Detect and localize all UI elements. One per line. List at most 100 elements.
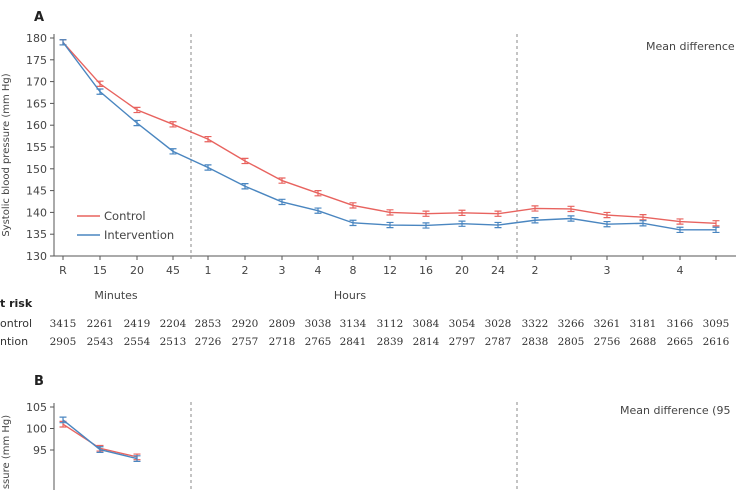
panel-a-x-tick-label: 3 xyxy=(279,264,286,277)
data-point-intervention xyxy=(169,148,177,155)
at-risk-heading: t risk xyxy=(0,297,33,310)
panel-a-x-tick-label: 20 xyxy=(455,264,469,277)
data-point-intervention xyxy=(386,221,394,229)
panel-b-data-point xyxy=(59,416,67,424)
data-point-intervention xyxy=(712,226,720,234)
data-point-intervention xyxy=(422,222,430,229)
panel-a-x-tick-label: 8 xyxy=(350,264,357,277)
panel-b-y-tick-label: 95 xyxy=(33,444,47,457)
data-point-intervention xyxy=(349,219,357,227)
data-point-control xyxy=(314,190,322,197)
at-risk-value: 2261 xyxy=(87,318,114,330)
panel-a-x-tick-label: R xyxy=(59,264,67,277)
panel-a-x-tick-label: 2 xyxy=(242,264,249,277)
at-risk-row-label: ntion xyxy=(0,335,28,348)
data-point-intervention xyxy=(278,198,286,206)
panel-a-x-tick-label: 1 xyxy=(205,264,212,277)
data-point-control xyxy=(531,205,539,212)
panel-b-y-axis-label: ssure (mm Hg) xyxy=(1,415,12,489)
panel-a-x-tick-label: 4 xyxy=(677,264,684,277)
panel-a-x-tick-label: 12 xyxy=(383,264,397,277)
at-risk-value: 2920 xyxy=(232,318,259,330)
at-risk-value: 2805 xyxy=(558,336,585,348)
data-point-control xyxy=(712,220,720,227)
at-risk-value: 2419 xyxy=(124,318,151,330)
at-risk-value: 3166 xyxy=(667,318,694,330)
data-point-intervention xyxy=(531,217,539,224)
at-risk-value: 3415 xyxy=(50,318,77,330)
panel-a-y-tick-label: 165 xyxy=(26,97,47,110)
panel-b-y-tick-label: 100 xyxy=(26,423,47,436)
at-risk-value: 2543 xyxy=(87,336,114,348)
data-point-intervention xyxy=(639,220,647,227)
panel-b-data-point xyxy=(133,455,141,462)
panel-b-y-tick-label: 105 xyxy=(26,401,47,414)
at-risk-value: 2554 xyxy=(124,336,151,348)
at-risk-value: 3095 xyxy=(703,318,730,330)
panel-a-x-tick-label: 3 xyxy=(604,264,611,277)
data-point-control xyxy=(639,213,647,221)
data-point-control xyxy=(169,121,177,128)
series-line-intervention xyxy=(62,41,716,231)
panel-a-x-tick-label: 45 xyxy=(166,264,180,277)
at-risk-value: 2765 xyxy=(305,336,332,348)
panel-a-y-tick-label: 170 xyxy=(26,76,47,89)
data-point-control xyxy=(133,106,141,114)
panel-a-x-tick-label: 4 xyxy=(315,264,322,277)
data-point-intervention xyxy=(314,207,322,214)
panel-a-annotation: Mean difference xyxy=(646,40,735,53)
data-point-control xyxy=(494,210,502,217)
at-risk-value: 2513 xyxy=(160,336,187,348)
data-point-intervention xyxy=(676,226,684,234)
panel-a-y-tick-label: 145 xyxy=(26,185,47,198)
panel-b-label: B xyxy=(34,374,44,389)
data-point-intervention xyxy=(458,220,466,227)
series-line-control xyxy=(62,41,717,224)
panel-a-y-tick-label: 130 xyxy=(26,250,47,263)
panel-a-x-tick-label: 16 xyxy=(419,264,433,277)
at-risk-value: 3266 xyxy=(558,318,585,330)
legend-label-control: Control xyxy=(104,209,146,223)
at-risk-value: 2853 xyxy=(195,318,222,330)
panel-a-y-tick-label: 150 xyxy=(26,163,47,176)
data-point-intervention xyxy=(133,119,141,127)
panel-a-y-tick-label: 180 xyxy=(26,32,47,45)
data-point-control xyxy=(386,209,394,216)
data-point-control xyxy=(422,210,430,217)
at-risk-value: 3054 xyxy=(449,318,476,330)
panel-a-x-tick-label: 24 xyxy=(491,264,505,277)
at-risk-value: 2756 xyxy=(594,336,621,348)
panel-a-x-tick-label: 15 xyxy=(93,264,107,277)
at-risk-value: 3181 xyxy=(630,318,657,330)
at-risk-value: 2688 xyxy=(630,336,657,348)
at-risk-value: 2757 xyxy=(232,336,259,348)
at-risk-value: 2718 xyxy=(269,336,296,348)
data-point-intervention xyxy=(59,39,67,46)
at-risk-value: 3112 xyxy=(377,318,404,330)
panel-a-y-tick-label: 160 xyxy=(26,119,47,132)
at-risk-value: 2204 xyxy=(160,318,187,330)
at-risk-value: 2814 xyxy=(413,336,440,348)
data-point-control xyxy=(96,80,104,87)
panel-b-annotation: Mean difference (95 xyxy=(620,404,730,417)
data-point-control xyxy=(567,205,575,213)
panel-b-data-point xyxy=(96,446,104,453)
data-point-control xyxy=(349,202,357,209)
data-point-intervention xyxy=(96,88,104,95)
at-risk-value: 2841 xyxy=(340,336,367,348)
panel-a-y-tick-label: 135 xyxy=(26,228,47,241)
panel-a-y-tick-label: 175 xyxy=(26,54,47,67)
panel-a-y-tick-label: 155 xyxy=(26,141,47,154)
at-risk-value: 2905 xyxy=(50,336,77,348)
legend-label-intervention: Intervention xyxy=(104,228,174,242)
data-point-control xyxy=(278,177,286,184)
at-risk-value: 3261 xyxy=(594,318,621,330)
at-risk-row-label: ontrol xyxy=(0,317,32,330)
at-risk-value: 3028 xyxy=(485,318,512,330)
data-point-intervention xyxy=(494,221,502,229)
panel-a-group-label-minutes: Minutes xyxy=(94,289,138,302)
data-point-control xyxy=(241,157,249,165)
at-risk-value: 2797 xyxy=(449,336,476,348)
data-point-control xyxy=(603,211,611,219)
